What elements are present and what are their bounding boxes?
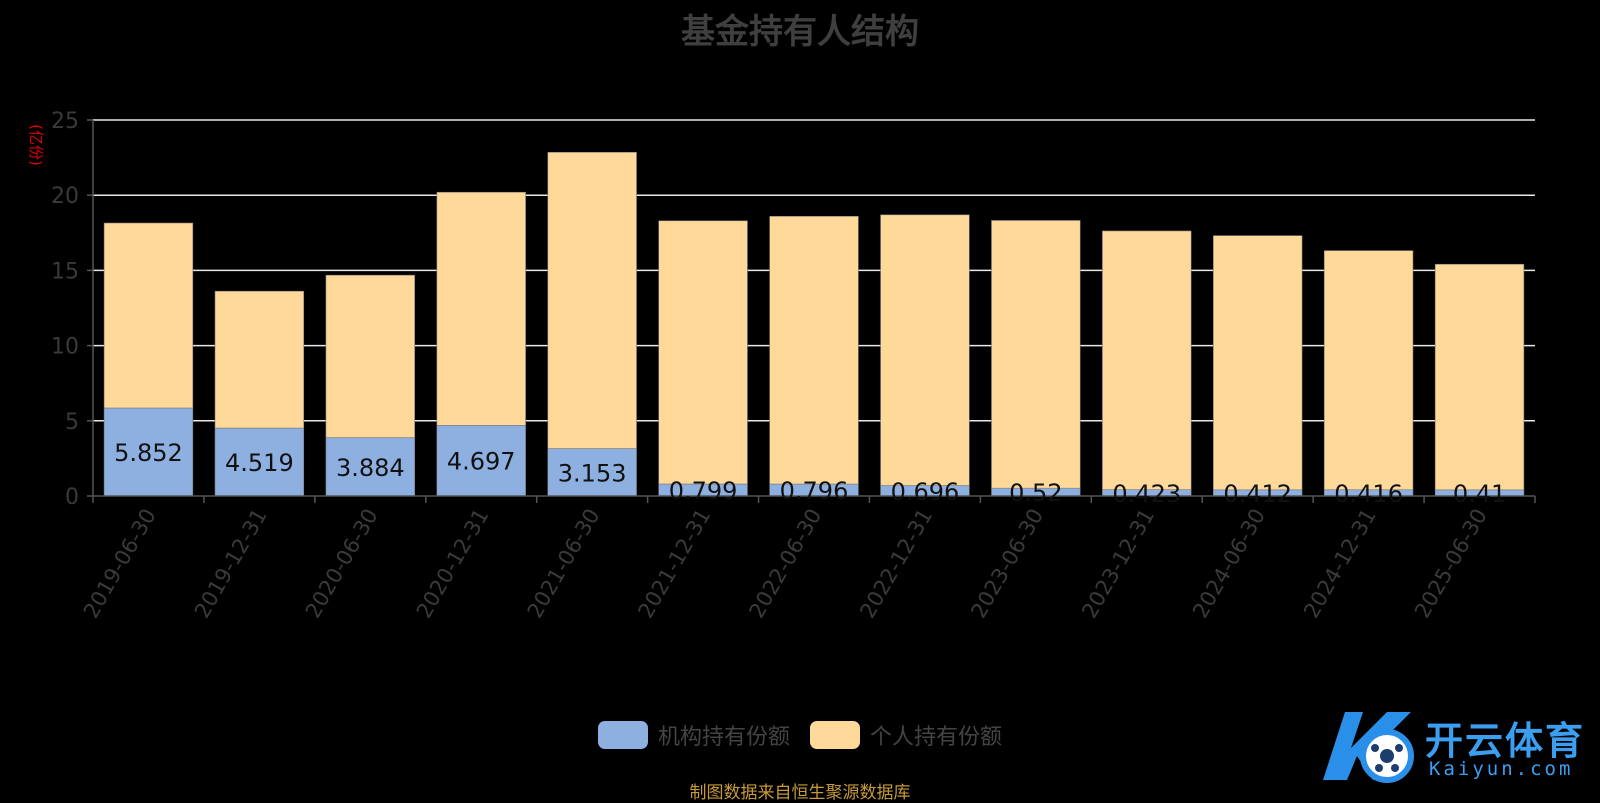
x-tick-label: 2023-06-30 (966, 505, 1048, 623)
bar-institutional (103, 407, 194, 497)
data-label: 0.412 (1223, 480, 1292, 508)
x-tick-label: 2021-06-30 (523, 505, 605, 623)
y-tick-label: 5 (65, 410, 79, 435)
x-tick-label: 2024-06-30 (1188, 505, 1270, 623)
y-tick-label: 10 (51, 335, 79, 360)
legend-item[interactable]: 机构持有份额 (597, 719, 790, 751)
brand-logo: 开云体育 Kaiyun.com (1315, 700, 1590, 788)
bar-individual (325, 274, 415, 438)
data-labels: 5.852 4.519 3.884 4.697 3.153 0.799 0.796 0.696… (114, 439, 1506, 508)
x-tick-label: 2019-12-31 (190, 505, 272, 623)
x-tick-label: 2021-12-31 (634, 505, 716, 623)
legend: 机构持有份额 个人持有份额 (0, 719, 1600, 751)
bar-individual (991, 220, 1081, 489)
chart-title: 基金持有人结构 (681, 12, 919, 52)
x-tick-label: 2019-06-30 (79, 505, 161, 623)
data-label: 0.416 (1334, 480, 1403, 508)
data-label: 5.852 (114, 439, 183, 467)
data-label: 0.52 (1009, 479, 1062, 507)
bar-individual (436, 191, 526, 426)
bar-institutional (214, 427, 305, 497)
data-label: 0.799 (669, 477, 738, 505)
bar-individual (1102, 230, 1192, 490)
bar-individual (1434, 263, 1525, 491)
legend-swatch (597, 721, 648, 749)
x-tick-label: 2022-06-30 (745, 505, 827, 623)
bar-individual (769, 216, 859, 485)
x-tick-label: 2022-12-31 (855, 505, 937, 623)
data-label: 0.696 (891, 478, 960, 506)
bar-individual (1323, 250, 1414, 491)
bar-individual (547, 151, 637, 449)
data-label: 3.153 (558, 459, 627, 487)
data-label: 0.796 (780, 477, 849, 505)
y-tick-label: 0 (65, 485, 79, 510)
x-tick-label: 2024-12-31 (1299, 505, 1381, 623)
bars (103, 151, 1525, 497)
y-axis-title: (亿份) (27, 124, 45, 166)
y-tick-label: 25 (51, 109, 79, 134)
bar-individual (214, 290, 305, 429)
data-label: 3.884 (336, 454, 405, 482)
brand-name: 开云体育 (1425, 719, 1586, 763)
bar-institutional (436, 425, 526, 497)
x-tick-label: 2020-12-31 (412, 505, 494, 623)
legend-label: 机构持有份额 (657, 725, 790, 750)
y-tick-label: 15 (51, 259, 79, 284)
x-tick-label: 2025-06-30 (1410, 505, 1492, 623)
bar-institutional (325, 437, 415, 497)
brand-k-icon (1323, 712, 1414, 783)
data-label: 0.41 (1453, 480, 1506, 508)
source-note: 制图数据来自恒生聚源数据库 (689, 783, 911, 803)
x-tick-label: 2020-06-30 (301, 505, 383, 623)
bar-individual (658, 220, 748, 485)
bar-individual (1213, 235, 1303, 491)
legend-swatch (810, 721, 860, 749)
bar-individual (103, 222, 194, 409)
data-label: 4.519 (225, 449, 294, 477)
bar-individual (880, 214, 970, 486)
brand-sub: Kaiyun.com (1429, 758, 1574, 780)
x-tick-label: 2023-12-31 (1077, 505, 1159, 623)
legend-item[interactable]: 个人持有份额 (810, 719, 1002, 751)
data-label: 0.423 (1112, 480, 1181, 508)
y-tick-label: 20 (51, 184, 79, 209)
bar-chart: 0 5 10 15 20 25 2019-06-30 2019-12-31 2020-06-30… (27, 109, 1536, 623)
bar-institutional (547, 448, 637, 497)
data-label: 4.697 (447, 448, 516, 476)
legend-label: 个人持有份额 (870, 725, 1003, 750)
